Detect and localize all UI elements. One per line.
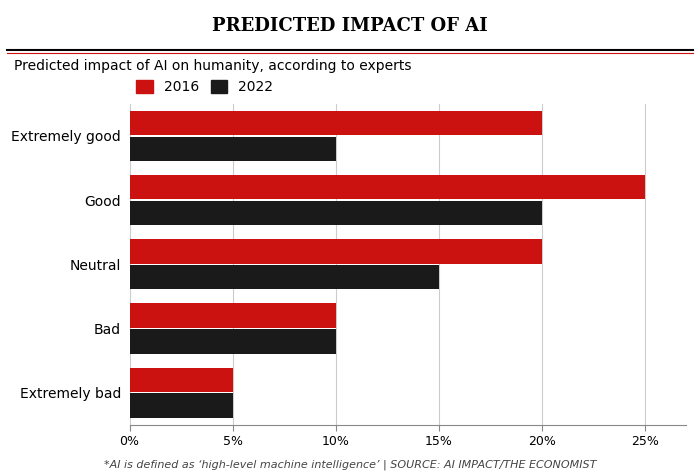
- Bar: [130, 329, 335, 354]
- Bar: [130, 265, 439, 289]
- Text: *AI is defined as ‘high-level machine intelligence’ | SOURCE: AI IMPACT/THE ECON: *AI is defined as ‘high-level machine in…: [104, 459, 596, 470]
- Legend: 2016, 2022: 2016, 2022: [136, 80, 274, 94]
- Bar: [130, 136, 335, 161]
- Bar: [130, 111, 542, 135]
- Bar: [130, 368, 232, 392]
- Bar: [130, 201, 542, 225]
- Text: PREDICTED IMPACT OF AI: PREDICTED IMPACT OF AI: [212, 17, 488, 34]
- Bar: [130, 175, 645, 200]
- Bar: [130, 303, 335, 328]
- Text: Predicted impact of AI on humanity, according to experts: Predicted impact of AI on humanity, acco…: [14, 59, 412, 73]
- Bar: [130, 239, 542, 264]
- Bar: [130, 393, 232, 418]
